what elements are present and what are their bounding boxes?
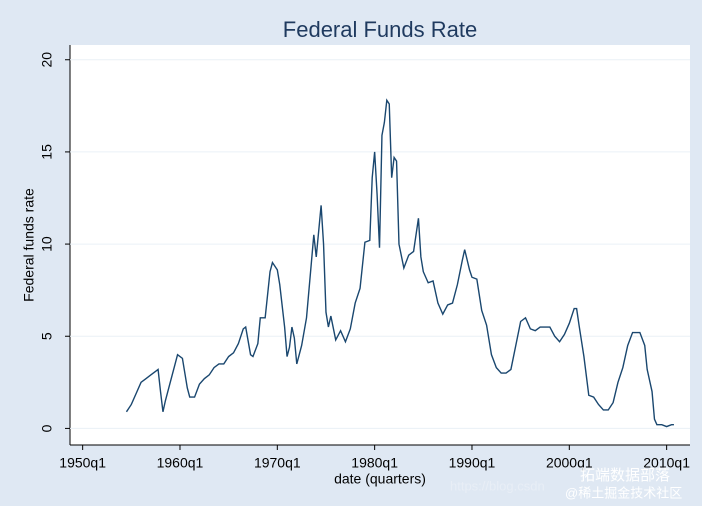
y-tick-label: 5 [39, 332, 55, 340]
x-tick-label: 1950q1 [59, 455, 106, 471]
y-tick-label: 20 [39, 52, 55, 68]
watermark-brand: 拓端数据部落 [580, 467, 670, 484]
x-tick-label: 1980q1 [351, 455, 398, 471]
y-tick-label: 10 [39, 236, 55, 252]
y-axis-label: Federal funds rate [21, 188, 37, 302]
x-tick-label: 2000q1 [546, 455, 593, 471]
x-tick-label: 1990q1 [449, 455, 496, 471]
watermark-community: @稀土掘金技术社区 [565, 485, 682, 500]
chart-title: Federal Funds Rate [283, 17, 477, 42]
x-tick-label: 2010q1 [643, 455, 690, 471]
x-tick-label: 1970q1 [254, 455, 301, 471]
watermark-url: https://blog.csdn [450, 478, 545, 493]
data-line [125, 98, 674, 428]
y-tick-label: 15 [39, 144, 55, 160]
x-axis-label: date (quarters) [334, 471, 426, 487]
x-tick-label: 1960q1 [157, 455, 204, 471]
y-tick-label: 0 [39, 424, 55, 432]
